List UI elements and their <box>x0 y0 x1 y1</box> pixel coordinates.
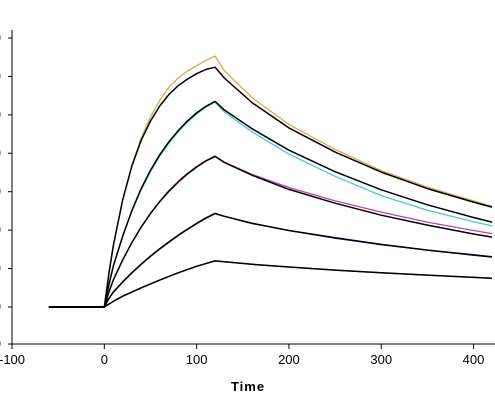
series-layer <box>48 55 493 308</box>
x-tick-label: 300 <box>370 352 392 367</box>
fit-line-7 <box>48 155 493 308</box>
fit-line-5 <box>48 66 493 308</box>
fit-line-9 <box>48 260 493 308</box>
x-tick-label: 200 <box>278 352 300 367</box>
axes <box>8 30 495 349</box>
x-tick-label: 100 <box>186 352 208 367</box>
y-tick-label: 0 <box>0 30 1 45</box>
x-tick-label: 0 <box>101 352 108 367</box>
fit-line-6 <box>48 100 493 308</box>
y-tick-label: 0 <box>0 299 1 314</box>
x-axis-title: Time <box>231 379 265 394</box>
x-tick-label: -100 <box>0 352 25 367</box>
fit-line-8 <box>48 212 493 308</box>
measured-line-2 <box>48 155 493 308</box>
x-tick-label: 400 <box>463 352 485 367</box>
y-tick-label: 0 <box>0 261 1 276</box>
y-tick-label: 0 <box>0 336 1 351</box>
y-tick-label: 0 <box>0 222 1 237</box>
y-tick-label: 0 <box>0 107 1 122</box>
y-tick-label: 0 <box>0 184 1 199</box>
y-tick-label: 0 <box>0 145 1 160</box>
y-tick-label: 0 <box>0 68 1 83</box>
